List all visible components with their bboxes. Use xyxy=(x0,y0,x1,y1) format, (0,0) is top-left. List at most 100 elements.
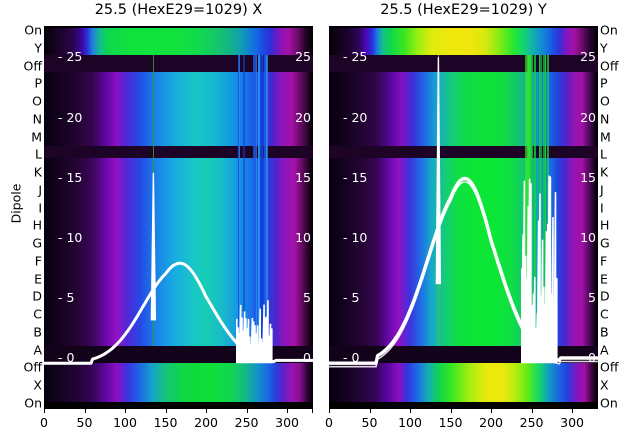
x-tick-mark-y-200 xyxy=(491,409,493,413)
inner-ytick-y-10-l: - 10 xyxy=(343,229,368,245)
x-tick-label-x-50: 50 xyxy=(76,415,93,430)
inner-ytick-y-10-r: 10 xyxy=(580,229,596,245)
category-tick-left-j-9: J xyxy=(38,182,42,198)
category-tick-left-l-7: L xyxy=(35,146,42,162)
x-tick-mark-x-100 xyxy=(125,409,127,413)
x-tick-mark-y-300 xyxy=(572,409,574,413)
x-tick-mark-x-0 xyxy=(44,409,45,413)
category-tick-right-i-10: I xyxy=(600,200,604,216)
x-tick-label-x-300: 300 xyxy=(275,415,299,430)
x-tick-label-y-0: 0 xyxy=(325,415,333,430)
x-tick-mark-y-50 xyxy=(369,409,371,413)
category-tick-left-off-2: Off xyxy=(23,58,42,74)
category-tick-right-d-15: D xyxy=(600,288,610,304)
category-tick-right-o-4: O xyxy=(600,93,610,109)
category-tick-left-a-18: A xyxy=(33,342,42,358)
x-tick-label-y-100: 100 xyxy=(398,415,422,430)
category-tick-right-f-13: F xyxy=(600,253,608,269)
x-axis-panel-y: 0 50 100 150 200 250 300 xyxy=(325,409,598,440)
x-tick-mark-x-edge xyxy=(312,409,313,413)
x-tick-mark-x-300 xyxy=(287,409,289,413)
category-tick-left-h-11: H xyxy=(32,217,42,233)
category-tick-right-off-2: Off xyxy=(600,58,619,74)
category-tick-left-y-1: Y xyxy=(34,40,42,56)
category-tick-left-d-15: D xyxy=(32,288,42,304)
overlay-curve-y xyxy=(329,57,598,368)
x-tick-label-x-200: 200 xyxy=(194,415,218,430)
category-tick-left-p-3: P xyxy=(34,75,42,91)
category-tick-right-b-17: B xyxy=(600,324,609,340)
x-tick-label-y-250: 250 xyxy=(519,415,544,430)
x-tick-mark-x-150 xyxy=(165,409,167,413)
category-tick-left-on-21: On xyxy=(24,395,42,411)
inner-ytick-x-25-l: - 25 xyxy=(58,49,83,65)
inner-ytick-y-15-r: 15 xyxy=(580,169,596,185)
heatmap-band-y-3 xyxy=(329,363,598,402)
inner-ytick-y-0-r: 0 xyxy=(588,350,596,366)
category-tick-right-p-3: P xyxy=(600,75,608,91)
category-tick-right-g-12: G xyxy=(600,235,610,251)
category-tick-left-n-5: N xyxy=(32,111,42,127)
x-axis-panel-x: 0 50 100 150 200 250 300 xyxy=(40,409,313,440)
panel-title-x: 25.5 (HexE29=1029) X xyxy=(94,2,263,18)
category-tick-left-c-16: C xyxy=(33,306,42,322)
inner-ytick-x-15-r: 15 xyxy=(295,169,311,185)
inner-ytick-y-5-r: 5 xyxy=(588,290,596,306)
category-tick-right-k-8: K xyxy=(600,164,609,180)
x-tick-mark-y-0 xyxy=(329,409,330,413)
inner-ytick-y-0-l: - 0 xyxy=(343,350,360,366)
inner-ytick-x-0-l: - 0 xyxy=(58,350,75,366)
inner-ytick-y-20-l: - 20 xyxy=(343,109,368,125)
heatmap-panel-x[interactable]: - 25 25 - 20 20 - 15 15 - 10 10 - 5 5 - 0 0 xyxy=(44,26,313,409)
category-tick-right-h-11: H xyxy=(600,217,610,233)
category-tick-right-x-20: X xyxy=(600,377,609,393)
category-tick-left-m-6: M xyxy=(31,129,42,145)
heatmap-panel-y[interactable]: - 25 25 - 20 20 - 15 15 - 10 10 - 5 5 - 0 0 xyxy=(329,26,598,409)
category-tick-left-f-13: F xyxy=(34,253,42,269)
category-tick-right-l-7: L xyxy=(600,146,607,162)
heatmap-band-gap-x-0 xyxy=(44,54,313,72)
category-tick-right-off-19: Off xyxy=(600,359,619,375)
category-tick-right-n-5: N xyxy=(600,111,610,127)
x-tick-label-y-200: 200 xyxy=(479,415,503,430)
category-tick-right-on-21: On xyxy=(600,395,618,411)
overlay-curve-x xyxy=(44,172,313,365)
inner-ytick-x-10-r: 10 xyxy=(295,229,311,245)
inner-ytick-y-5-l: - 5 xyxy=(343,290,360,306)
inner-ytick-x-5-l: - 5 xyxy=(58,290,75,306)
x-tick-label-x-0: 0 xyxy=(40,415,48,430)
inner-ytick-x-0-r: 0 xyxy=(303,350,311,366)
category-tick-right-m-6: M xyxy=(600,129,611,145)
inner-ytick-y-25-l: - 25 xyxy=(343,49,368,65)
heatmap-band-gap-x-1 xyxy=(44,146,313,159)
x-tick-label-x-100: 100 xyxy=(113,415,137,430)
inner-ytick-x-10-l: - 10 xyxy=(58,229,83,245)
category-tick-left-k-8: K xyxy=(33,164,42,180)
inner-ytick-x-15-l: - 15 xyxy=(58,169,83,185)
x-tick-label-y-50: 50 xyxy=(361,415,378,430)
heatmap-band-y-1 xyxy=(329,71,598,147)
inner-ytick-y-25-r: 25 xyxy=(580,49,596,65)
category-tick-right-a-18: A xyxy=(600,342,609,358)
category-tick-right-c-16: C xyxy=(600,306,609,322)
heatmap-band-x-3 xyxy=(44,363,313,402)
x-tick-mark-x-250 xyxy=(246,409,248,413)
heatmap-band-y-0 xyxy=(329,28,598,55)
x-tick-label-x-250: 250 xyxy=(234,415,259,430)
inner-ytick-y-20-r: 20 xyxy=(580,109,596,125)
category-tick-left-i-10: I xyxy=(38,200,42,216)
heatmap-band-x-1 xyxy=(44,71,313,147)
category-tick-right-e-14: E xyxy=(600,271,608,287)
x-tick-label-y-300: 300 xyxy=(560,415,584,430)
x-tick-mark-x-200 xyxy=(206,409,208,413)
inner-ytick-x-20-l: - 20 xyxy=(58,109,83,125)
category-tick-left-e-14: E xyxy=(34,271,42,287)
category-tick-left-off-19: Off xyxy=(23,359,42,375)
category-tick-left-b-17: B xyxy=(33,324,42,340)
category-axis-right: On Y Off P O N M L K J I H G F E D C B A Off X On xyxy=(600,24,632,411)
inner-ytick-x-5-r: 5 xyxy=(303,290,311,306)
x-tick-mark-y-250 xyxy=(531,409,533,413)
category-tick-left-o-4: O xyxy=(32,93,42,109)
category-tick-left-g-12: G xyxy=(32,235,42,251)
